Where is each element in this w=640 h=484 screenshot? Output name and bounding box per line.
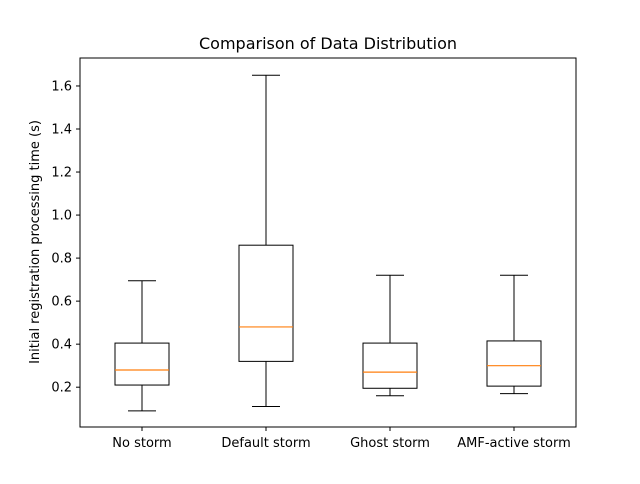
x-tick-label: Default storm bbox=[221, 436, 310, 451]
y-tick-label: 0.4 bbox=[51, 338, 72, 353]
y-tick-label: 0.8 bbox=[51, 252, 72, 267]
y-axis-label: Initial registration processing time (s) bbox=[28, 120, 43, 364]
y-tick-label: 0.6 bbox=[51, 295, 72, 310]
y-tick-label: 1.4 bbox=[51, 123, 72, 138]
x-tick-label: AMF-active storm bbox=[457, 436, 571, 451]
iqr-box bbox=[486, 340, 542, 387]
iqr-box bbox=[362, 342, 418, 389]
box-3 bbox=[362, 274, 418, 397]
y-tick-label: 0.2 bbox=[51, 381, 72, 396]
iqr-box bbox=[238, 244, 294, 362]
y-tick-label: 1.0 bbox=[51, 209, 72, 224]
chart-title: Comparison of Data Distribution bbox=[199, 34, 457, 53]
y-tick-label: 1.2 bbox=[51, 166, 72, 181]
boxplot-series bbox=[114, 74, 542, 412]
x-tick-label: No storm bbox=[112, 436, 171, 451]
x-tick-label: Ghost storm bbox=[350, 436, 430, 451]
box-4 bbox=[486, 274, 542, 395]
y-tick-label: 1.6 bbox=[51, 79, 72, 94]
iqr-box bbox=[114, 342, 170, 386]
y-axis-ticks: 0.2 0.4 0.6 0.8 1.0 1.2 1.4 1.6 bbox=[51, 79, 80, 396]
plot-area-frame bbox=[79, 57, 577, 428]
box-2 bbox=[238, 74, 294, 408]
x-axis-ticks: No storm Default storm Ghost storm AMF-acti… bbox=[112, 427, 571, 451]
box-1 bbox=[114, 280, 170, 412]
